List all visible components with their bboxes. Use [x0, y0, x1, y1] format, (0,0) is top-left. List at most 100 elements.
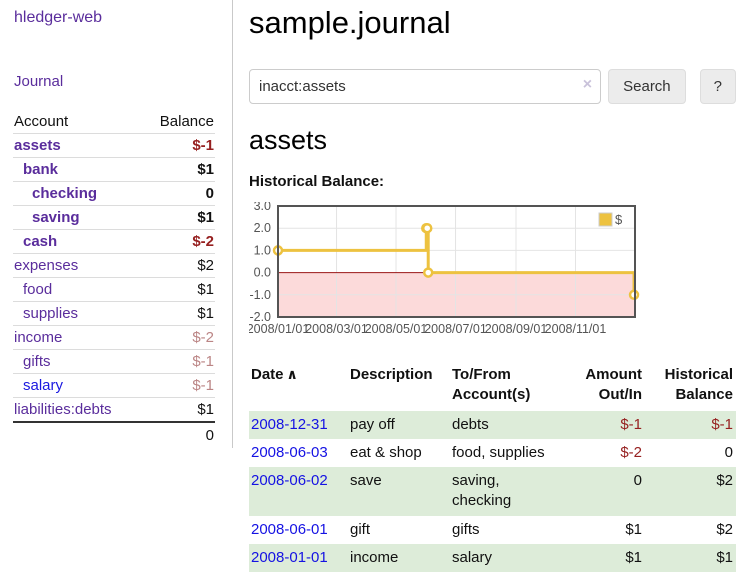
transaction-amount: $1 — [625, 548, 642, 566]
account-title: assets — [249, 125, 328, 155]
sidebar-item-journal[interactable]: Journal — [14, 73, 64, 90]
transaction-date-link[interactable]: 2008-06-03 — [251, 443, 328, 461]
chart-point — [421, 222, 433, 234]
transaction-description: gift — [350, 520, 371, 538]
transaction-description: eat & shop — [350, 443, 422, 461]
app-brand-link[interactable]: hledger-web — [14, 9, 103, 26]
accounts-header-balance: Balance — [159, 113, 214, 130]
sidebar-account-link[interactable]: checking — [32, 185, 98, 202]
transaction-balance: $-1 — [711, 415, 733, 433]
transaction-amount: $-2 — [620, 443, 642, 461]
chart-x-tick-label: 2008/09/01 — [485, 322, 548, 336]
register-row: 2008-12-31 pay off debts $-1 $-1 — [249, 410, 736, 439]
chart-point — [422, 267, 434, 278]
sidebar-account-balance: $-1 — [142, 133, 215, 158]
transaction-accounts: debts — [452, 415, 489, 433]
sidebar-account-link[interactable]: assets — [14, 137, 61, 154]
sidebar-account-link[interactable]: salary — [23, 377, 64, 394]
sidebar-account-row: income $-2 — [13, 325, 215, 350]
sidebar-account-link[interactable]: cash — [23, 233, 58, 250]
transaction-amount: $-1 — [620, 415, 642, 433]
sidebar-accounts-body: assets $-1 bank $1 checking 0 saving $1 cash $-2 e… — [13, 133, 215, 422]
transaction-balance: $1 — [716, 548, 733, 566]
sidebar-account-row: saving $1 — [13, 205, 215, 230]
sidebar-account-row: gifts $-1 — [13, 349, 215, 374]
transaction-date-link[interactable]: 2008-06-02 — [251, 472, 328, 490]
page-title: sample.journal — [249, 5, 451, 40]
sidebar-account-balance: $1 — [142, 277, 215, 302]
sidebar-account-link[interactable]: supplies — [23, 305, 79, 322]
sidebar-account-balance: $1 — [142, 301, 215, 326]
accounts-header-account: Account — [14, 113, 69, 130]
sidebar-account-link[interactable]: saving — [32, 209, 80, 226]
transaction-balance: $2 — [716, 520, 733, 538]
chart-y-tick-label: -2.0 — [249, 310, 271, 324]
chart-label: Historical Balance: — [249, 173, 385, 190]
chart-legend-swatch — [598, 212, 613, 227]
chart-y-tick-label: 0.0 — [254, 266, 271, 280]
transaction-balance: 0 — [724, 443, 733, 461]
sidebar-account-row: cash $-2 — [13, 229, 215, 254]
search-box: × — [249, 69, 602, 104]
sidebar-account-balance: $-1 — [142, 349, 215, 374]
register-row: 2008-06-02 save saving, checking 0 $2 — [249, 467, 736, 516]
sidebar-account-balance: $-2 — [142, 229, 215, 254]
chart-y-tick-label: 2.0 — [254, 221, 271, 235]
chart-y-tick-label: 1.0 — [254, 243, 271, 257]
register-table: Date ∧ Description To/From Account(s) Amo… — [249, 365, 736, 573]
chart-y-tick-label: -1.0 — [249, 288, 271, 302]
sidebar-account-balance: $1 — [142, 205, 215, 230]
sidebar-account-balance: $-1 — [142, 373, 215, 398]
help-button[interactable]: ? — [699, 69, 736, 104]
historical-balance-chart: 3.0 2.0 1.0 0.0 -1.0 -2.0 2008/01/01 2008/03/01… — [249, 202, 736, 342]
sidebar-account-row: food $1 — [13, 277, 215, 302]
sidebar-account-link[interactable]: income — [14, 329, 63, 346]
clear-search-icon[interactable]: × — [582, 76, 593, 93]
register-header-accounts: To/From Account(s) — [452, 366, 531, 403]
sidebar-account-link[interactable]: bank — [23, 161, 59, 178]
sidebar-account-balance: $-2 — [142, 325, 215, 350]
transaction-accounts: salary — [452, 548, 493, 566]
chart-x-tick-label: 2008/01/01 — [249, 322, 309, 336]
transaction-date-link[interactable]: 2008-06-01 — [251, 520, 328, 538]
register-row: 2008-06-03 eat & shop food, supplies $-2 0 — [249, 439, 736, 467]
sidebar-account-link[interactable]: liabilities:debts — [14, 401, 112, 418]
register-header-row: Date ∧ Description To/From Account(s) Amo… — [249, 365, 736, 411]
search-button[interactable]: Search — [608, 69, 686, 104]
sidebar-account-balance: $1 — [142, 397, 215, 422]
transaction-description: income — [350, 548, 399, 566]
search-bar: × Search ? — [249, 69, 736, 104]
chart-border — [277, 205, 636, 318]
sort-ascending-icon: ∧ — [286, 366, 298, 382]
transaction-balance: $2 — [716, 472, 733, 490]
chart-x-tick-label: 2008/07/01 — [424, 322, 487, 336]
register-header-date[interactable]: Date ∧ — [251, 366, 298, 383]
sidebar-account-link[interactable]: food — [23, 281, 53, 298]
sidebar-account-row: supplies $1 — [13, 301, 215, 326]
sidebar-account-balance: $2 — [142, 253, 215, 278]
sidebar-account-row: liabilities:debts $1 — [13, 397, 215, 422]
sidebar-account-balance: $1 — [142, 157, 215, 182]
register-row: 2008-01-01 income salary $1 $1 — [249, 543, 736, 573]
chart-x-tick-label: 2008/05/01 — [365, 322, 428, 336]
chart-x-tick-label: 2008/11/01 — [545, 322, 607, 336]
sidebar-account-row: checking 0 — [13, 181, 215, 206]
register-body: 2008-12-31 pay off debts $-1 $-1 2008-06-03 ea… — [249, 410, 736, 573]
sidebar: hledger-web Journal Account Balance asse… — [0, 0, 233, 448]
transaction-date-link[interactable]: 2008-12-31 — [251, 415, 328, 433]
register-row: 2008-06-01 gift gifts $1 $2 — [249, 516, 736, 544]
search-input[interactable] — [249, 69, 602, 104]
accounts-total-balance: 0 — [142, 421, 215, 448]
chart-y-tick-label: 3.0 — [254, 202, 271, 213]
transaction-accounts: gifts — [452, 520, 480, 538]
accounts-table-header: Account Balance — [13, 110, 215, 134]
sidebar-account-link[interactable]: expenses — [14, 257, 79, 274]
transaction-accounts: food, supplies — [452, 443, 545, 461]
chart-x-tick-label: 2008/03/01 — [305, 322, 368, 336]
sidebar-account-link[interactable]: gifts — [23, 353, 51, 370]
balance-chart-svg: 3.0 2.0 1.0 0.0 -1.0 -2.02008/01/012008/03/01… — [249, 202, 640, 336]
sidebar-account-row: assets $-1 — [13, 133, 215, 158]
main-region: sample.journal × Search ? assets Histori… — [233, 0, 742, 573]
transaction-date-link[interactable]: 2008-01-01 — [251, 548, 328, 566]
